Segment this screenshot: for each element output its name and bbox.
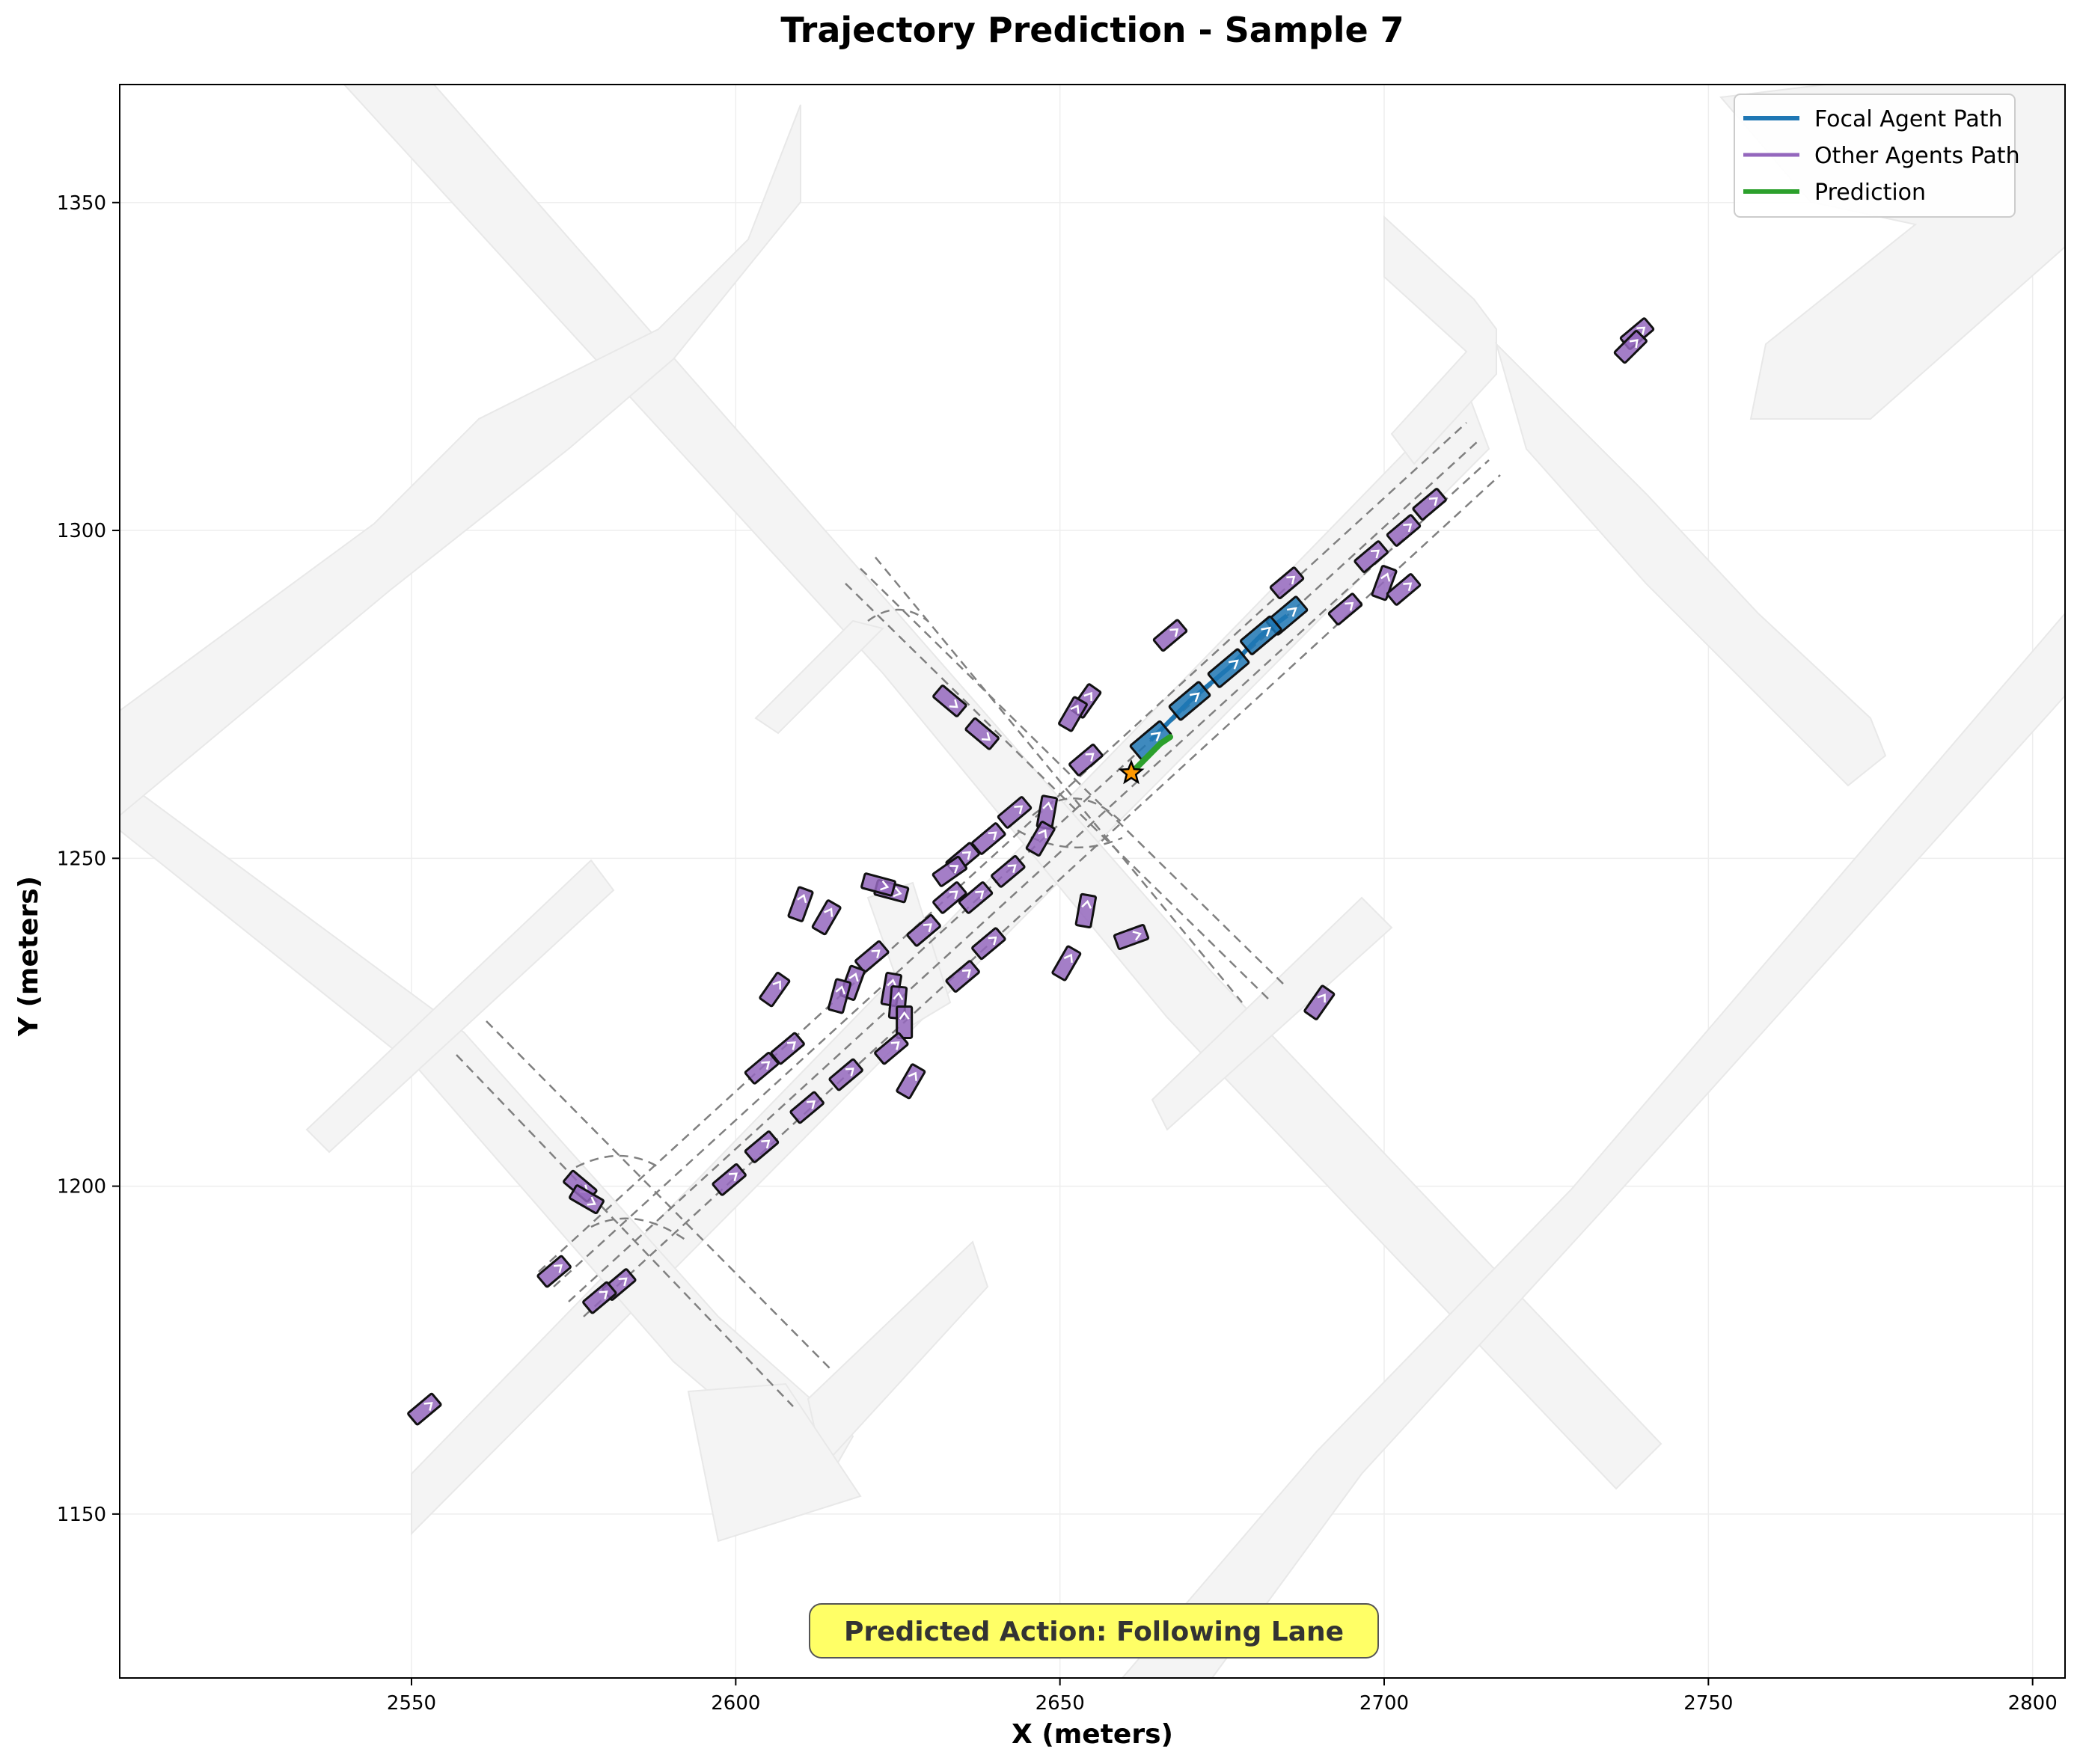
other-agent-box <box>991 855 1026 888</box>
other-agent-box <box>971 927 1006 961</box>
road-upper-center-patch <box>754 619 884 735</box>
agent-marks <box>407 317 1655 1426</box>
other-agent-box <box>1412 488 1447 521</box>
other-agent-box <box>1051 945 1082 981</box>
other-agent-box <box>1327 592 1363 626</box>
road-left-patch <box>305 859 615 1154</box>
road-cross-street <box>343 85 1663 1490</box>
legend: Focal Agent Path Other Agents Path Predi… <box>1734 94 2020 218</box>
y-axis-title: Y (meters) <box>13 876 44 1037</box>
plot-frame <box>119 84 2066 1679</box>
other-agent-box <box>932 685 967 717</box>
other-agent-box <box>1303 984 1336 1020</box>
other-agent-box <box>1074 892 1098 929</box>
other-agent-box <box>906 913 941 947</box>
other-agent-box <box>759 971 791 1008</box>
other-agent-box <box>1371 565 1398 601</box>
other-agent-box <box>932 855 967 887</box>
other-agent-box <box>787 886 814 922</box>
other-agent-box <box>860 872 896 897</box>
current-position-star <box>1118 759 1145 785</box>
x-tick-label: 2800 <box>2008 1692 2058 1715</box>
other-agent-box <box>1025 821 1056 857</box>
other-agent-box <box>958 881 994 914</box>
y-tick-label: 1250 <box>57 848 106 870</box>
road-lower-left-patch <box>687 1382 862 1543</box>
other-agent-box <box>536 1255 572 1288</box>
other-agent-box <box>827 978 852 1014</box>
y-tick-label: 1150 <box>57 1504 106 1526</box>
other-agent-box <box>811 899 842 936</box>
other-agent-box <box>1613 330 1648 364</box>
other-agent-box <box>1152 619 1188 652</box>
other-agent-box <box>1269 566 1305 600</box>
focal-agent-box <box>1240 615 1282 655</box>
road-mid-right-patch <box>1151 896 1393 1131</box>
other-agent-box <box>945 960 980 993</box>
prediction-path <box>1128 734 1173 777</box>
legend-label-prediction: Prediction <box>1814 180 1926 206</box>
chart-title: Trajectory Prediction - Sample 7 <box>780 10 1404 50</box>
legend-label-other: Other Agents Path <box>1814 143 2020 169</box>
x-tick-label: 2650 <box>1036 1692 1085 1715</box>
other-agent-box <box>1386 573 1422 606</box>
other-agent-box <box>896 1063 926 1100</box>
road-upper-left <box>120 104 801 817</box>
other-agent-box <box>828 1058 863 1091</box>
other-agent-box <box>1386 514 1422 547</box>
predicted-action-box <box>809 1603 1379 1659</box>
other-agent-box <box>854 940 890 973</box>
other-agent-box <box>712 1163 747 1196</box>
axis-ticks: 2550 2600 2650 2700 2750 2800 1150 1200 1250 1300… <box>57 192 2058 1715</box>
x-tick-label: 2750 <box>1683 1692 1733 1715</box>
other-agent-box <box>997 796 1033 829</box>
other-agent-box <box>569 1184 605 1215</box>
predicted-action-text: Predicted Action: Following Lane <box>844 1617 1344 1647</box>
other-agent-box <box>789 1091 825 1124</box>
other-agent-box <box>744 1130 780 1163</box>
road-east-street <box>1494 341 1887 787</box>
other-agent-box <box>582 1281 617 1314</box>
predicted-action-badge: Predicted Action: Following Lane <box>809 1603 1379 1659</box>
other-agent-box <box>407 1392 442 1426</box>
y-tick-label: 1350 <box>57 192 106 215</box>
focal-agent-box <box>1168 681 1211 721</box>
other-agent-box <box>1058 696 1088 732</box>
legend-label-focal: Focal Agent Path <box>1814 106 2003 132</box>
x-tick-label: 2550 <box>387 1692 436 1715</box>
x-tick-label: 2700 <box>1359 1692 1409 1715</box>
y-tick-label: 1200 <box>57 1176 106 1198</box>
x-tick-label: 2600 <box>711 1692 760 1715</box>
other-agent-box <box>932 881 967 914</box>
other-agent-box <box>1113 923 1150 951</box>
focal-agent-box <box>1207 648 1250 688</box>
other-agent-box <box>1353 540 1389 573</box>
legend-box <box>1734 94 2016 218</box>
other-agent-box <box>1068 743 1104 777</box>
other-agent-box <box>964 717 1000 750</box>
x-axis-title: X (meters) <box>1012 1719 1173 1750</box>
other-agent-box <box>874 1032 909 1065</box>
road-ne-block <box>1383 215 1497 465</box>
other-agent-box <box>744 1051 780 1085</box>
y-tick-label: 1300 <box>57 520 106 542</box>
